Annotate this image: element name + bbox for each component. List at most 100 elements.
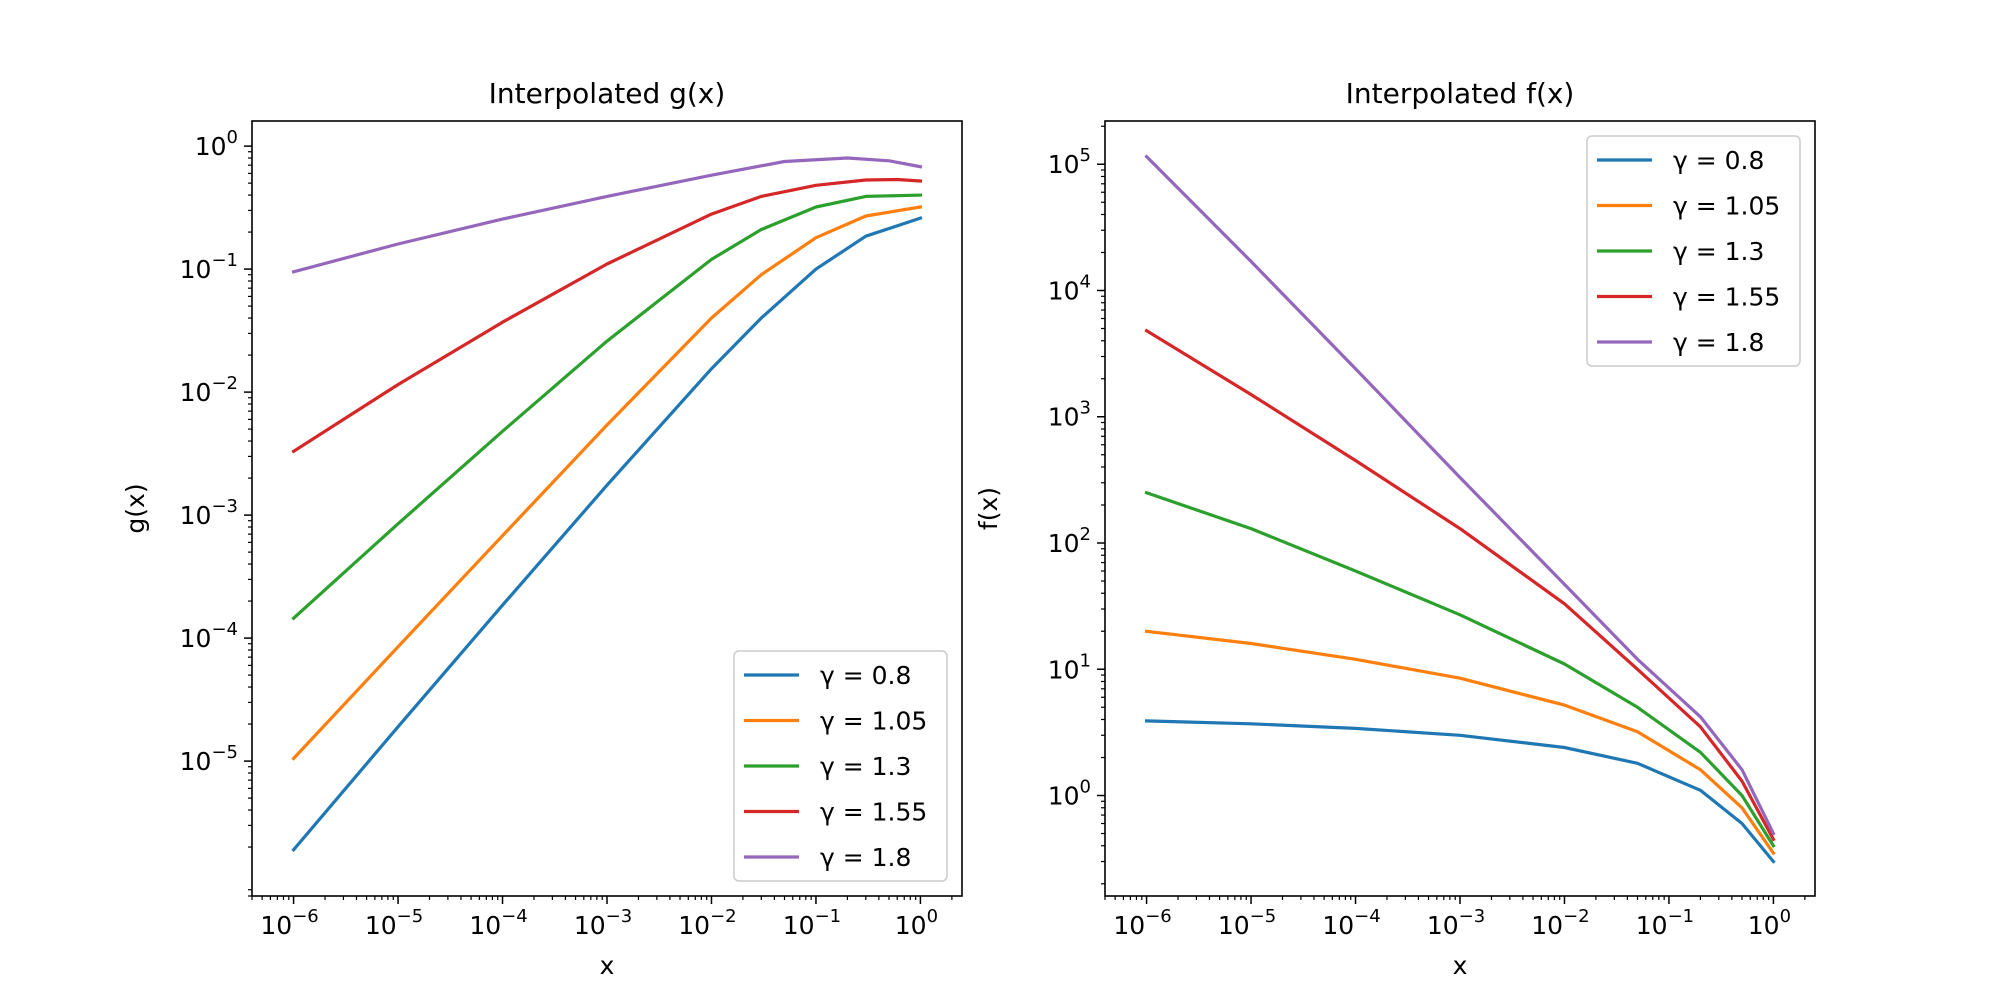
y-tick-label: 10−3 bbox=[180, 496, 238, 530]
y-tick-base: 10 bbox=[180, 747, 212, 776]
y-tick-label: 101 bbox=[1048, 650, 1091, 684]
x-tick-base: 10 bbox=[260, 911, 292, 940]
y-tick-base: 10 bbox=[180, 624, 212, 653]
x-tick-exponent: 0 bbox=[927, 906, 938, 927]
x-tick-base: 10 bbox=[1218, 911, 1250, 940]
y-tick-label: 105 bbox=[1048, 145, 1091, 179]
y-tick-exponent: 5 bbox=[1080, 145, 1091, 166]
x-tick-base: 10 bbox=[469, 911, 501, 940]
x-tick-exponent: −5 bbox=[397, 906, 424, 927]
y-tick-base: 10 bbox=[1048, 529, 1080, 558]
x-tick-label: 10−3 bbox=[1427, 906, 1485, 940]
x-tick-label: 10−6 bbox=[1113, 906, 1171, 940]
x-tick-exponent: −1 bbox=[1668, 906, 1695, 927]
y-tick-label: 10−2 bbox=[180, 373, 238, 407]
y-axis-label: g(x) bbox=[121, 483, 150, 533]
y-tick-label: 10−5 bbox=[180, 742, 238, 776]
legend-label-2: γ = 1.3 bbox=[1673, 237, 1764, 266]
x-tick-exponent: −6 bbox=[1145, 906, 1172, 927]
series-line-0 bbox=[1144, 719, 1776, 864]
series-line-1 bbox=[1144, 629, 1776, 856]
x-tick-label: 10−1 bbox=[1636, 906, 1694, 940]
x-tick-exponent: −2 bbox=[710, 906, 737, 927]
y-tick-exponent: 0 bbox=[1080, 777, 1091, 798]
x-tick-base: 10 bbox=[1636, 911, 1668, 940]
x-tick-label: 10−1 bbox=[783, 906, 841, 940]
y-tick-label: 103 bbox=[1048, 398, 1091, 432]
x-tick-base: 10 bbox=[1531, 911, 1563, 940]
x-tick-exponent: −1 bbox=[815, 906, 842, 927]
x-tick-exponent: −4 bbox=[501, 906, 528, 927]
x-tick-label: 100 bbox=[895, 906, 938, 940]
legend: γ = 0.8 γ = 1.05 γ = 1.3 γ = 1.55 γ = 1.8 bbox=[1586, 135, 1801, 367]
series-line-2 bbox=[1144, 490, 1776, 849]
x-tick-base: 10 bbox=[895, 911, 927, 940]
g-chart-panel: Interpolated g(x)10−6 10−5 10−4 10−3 10−2 10−… bbox=[121, 77, 963, 980]
chart-title: Interpolated f(x) bbox=[1346, 77, 1575, 110]
legend-label-0: γ = 0.8 bbox=[820, 661, 911, 690]
x-tick-label: 10−4 bbox=[469, 906, 527, 940]
y-tick-base: 10 bbox=[195, 132, 227, 161]
x-tick-base: 10 bbox=[1322, 911, 1354, 940]
series-line-3 bbox=[291, 177, 923, 454]
y-tick-label: 100 bbox=[195, 127, 238, 161]
x-tick-base: 10 bbox=[1427, 911, 1459, 940]
y-tick-base: 10 bbox=[180, 501, 212, 530]
legend-label-0: γ = 0.8 bbox=[1673, 146, 1764, 175]
x-tick-label: 10−3 bbox=[574, 906, 632, 940]
x-tick-exponent: −5 bbox=[1250, 906, 1277, 927]
y-tick-base: 10 bbox=[1048, 276, 1080, 305]
series-line-2 bbox=[291, 193, 923, 621]
y-tick-base: 10 bbox=[1048, 782, 1080, 811]
x-tick-base: 10 bbox=[783, 911, 815, 940]
y-tick-exponent: 2 bbox=[1080, 524, 1091, 545]
x-tick-base: 10 bbox=[678, 911, 710, 940]
x-tick-base: 10 bbox=[365, 911, 397, 940]
x-tick-label: 10−2 bbox=[678, 906, 736, 940]
y-tick-label: 100 bbox=[1048, 777, 1091, 811]
series-line-0 bbox=[291, 216, 923, 853]
f-chart-panel: Interpolated f(x)10−6 10−5 10−4 10−3 10−2 10−… bbox=[974, 77, 1816, 980]
x-tick-exponent: 0 bbox=[1780, 906, 1791, 927]
y-tick-base: 10 bbox=[1048, 655, 1080, 684]
x-tick-base: 10 bbox=[1113, 911, 1145, 940]
y-tick-label: 102 bbox=[1048, 524, 1091, 558]
legend-label-1: γ = 1.05 bbox=[1673, 192, 1780, 221]
legend-label-3: γ = 1.55 bbox=[1673, 283, 1780, 312]
series-line-4 bbox=[291, 156, 923, 274]
y-tick-exponent: 1 bbox=[1080, 650, 1091, 671]
y-tick-exponent: 4 bbox=[1080, 271, 1091, 292]
y-tick-exponent: −3 bbox=[211, 496, 238, 517]
x-tick-exponent: −3 bbox=[606, 906, 633, 927]
plot-frame bbox=[251, 120, 963, 897]
y-tick-label: 10−4 bbox=[180, 619, 238, 653]
x-tick-label: 10−2 bbox=[1531, 906, 1589, 940]
y-axis-label: f(x) bbox=[974, 487, 1003, 530]
legend-label-4: γ = 1.8 bbox=[820, 843, 911, 872]
legend-label-4: γ = 1.8 bbox=[1673, 328, 1764, 357]
legend-box bbox=[1586, 135, 1801, 367]
legend-label-3: γ = 1.55 bbox=[820, 798, 927, 827]
y-tick-exponent: 3 bbox=[1080, 398, 1091, 419]
y-tick-exponent: −2 bbox=[211, 373, 238, 394]
legend-label-2: γ = 1.3 bbox=[820, 752, 911, 781]
x-tick-label: 100 bbox=[1748, 906, 1791, 940]
series-line-3 bbox=[1144, 328, 1776, 842]
y-tick-base: 10 bbox=[1048, 403, 1080, 432]
x-tick-base: 10 bbox=[574, 911, 606, 940]
legend: γ = 0.8 γ = 1.05 γ = 1.3 γ = 1.55 γ = 1.8 bbox=[733, 650, 948, 882]
y-tick-exponent: −4 bbox=[211, 619, 238, 640]
y-tick-base: 10 bbox=[180, 255, 212, 284]
x-tick-label: 10−4 bbox=[1322, 906, 1380, 940]
series-line-1 bbox=[291, 205, 923, 761]
x-tick-exponent: −2 bbox=[1563, 906, 1590, 927]
x-axis-label: x bbox=[1453, 951, 1468, 980]
y-tick-base: 10 bbox=[1048, 150, 1080, 179]
x-tick-label: 10−6 bbox=[260, 906, 318, 940]
x-tick-exponent: −3 bbox=[1459, 906, 1486, 927]
y-tick-base: 10 bbox=[180, 378, 212, 407]
legend-box bbox=[733, 650, 948, 882]
y-tick-exponent: −5 bbox=[211, 742, 238, 763]
x-axis-label: x bbox=[600, 951, 615, 980]
